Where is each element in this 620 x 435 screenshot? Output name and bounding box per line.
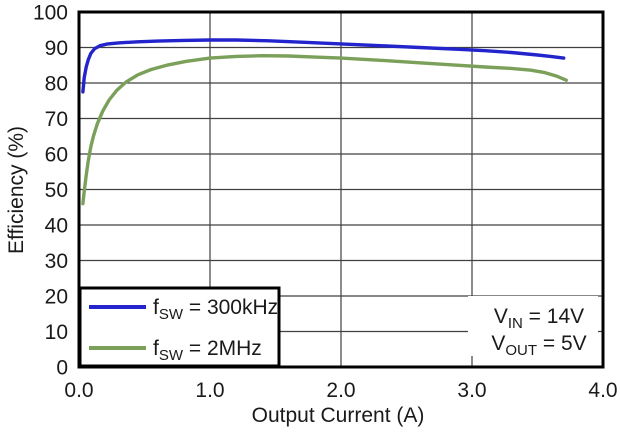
series-curve-0 (81, 38, 566, 94)
y-axis-title: Efficiency (%) (5, 126, 28, 254)
y-tick-label-40: 40 (45, 215, 68, 238)
y-tick-label-80: 80 (45, 73, 68, 96)
x-tick-label-3.0: 3.0 (457, 379, 486, 402)
legend: fSW = 300kHz fSW = 2MHz (78, 286, 281, 368)
plot-border-rect (77, 10, 605, 369)
x-tick-label-0.0: 0.0 (64, 379, 93, 402)
legend-label-300kHz: fSW = 300kHz (153, 296, 278, 323)
x-axis-title: Output Current (A) (252, 404, 425, 427)
y-tick-label-20: 20 (45, 286, 68, 309)
axis-tick-labels: 0.0 1.0 2.0 3.0 4.0 0 10 20 30 40 50 60 70 80 90 100 (33, 2, 618, 403)
y-tick-label-100: 100 (33, 2, 68, 25)
plot-border (77, 10, 605, 369)
x-tick-label-4.0: 4.0 (588, 379, 617, 402)
y-tick-label-70: 70 (45, 108, 68, 131)
annotation-background (468, 296, 598, 356)
annotation-line-out: VOUT = 5V (491, 332, 586, 359)
y-tick-label-90: 90 (45, 37, 68, 60)
y-tick-label-30: 30 (45, 250, 68, 273)
y-tick-label-0: 0 (56, 357, 68, 380)
y-tick-label-60: 60 (45, 144, 68, 167)
y-tick-label-10: 10 (45, 321, 68, 344)
x-tick-label-1.0: 1.0 (195, 379, 224, 402)
legend-label-2MHz: fSW = 2MHz (153, 337, 262, 364)
annotation-line-in: VIN = 14V (494, 305, 584, 332)
legend-box (78, 286, 281, 368)
series-curves (81, 38, 568, 206)
series-curve-1 (81, 54, 568, 206)
y-tick-label-50: 50 (45, 179, 68, 202)
x-tick-label-2.0: 2.0 (326, 379, 355, 402)
